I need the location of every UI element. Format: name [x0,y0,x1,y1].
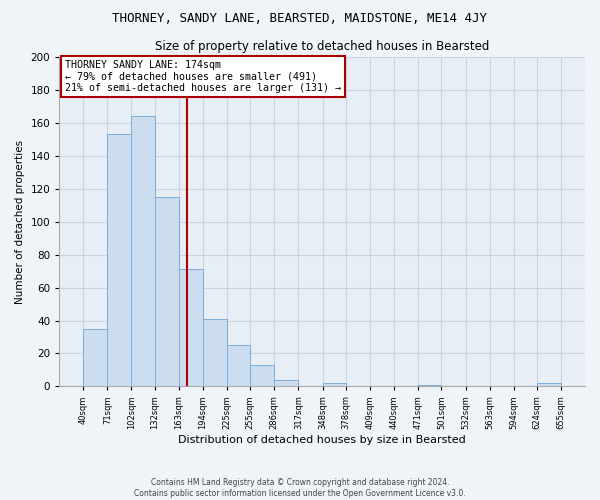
Text: Contains HM Land Registry data © Crown copyright and database right 2024.
Contai: Contains HM Land Registry data © Crown c… [134,478,466,498]
Bar [274,380,298,386]
Bar [131,116,155,386]
Bar [107,134,131,386]
Bar [537,383,561,386]
Text: THORNEY SANDY LANE: 174sqm
← 79% of detached houses are smaller (491)
21% of sem: THORNEY SANDY LANE: 174sqm ← 79% of deta… [65,60,341,94]
Bar [203,319,227,386]
Bar [83,329,107,386]
Bar [227,345,250,387]
Bar [155,197,179,386]
Y-axis label: Number of detached properties: Number of detached properties [15,140,25,304]
Text: THORNEY, SANDY LANE, BEARSTED, MAIDSTONE, ME14 4JY: THORNEY, SANDY LANE, BEARSTED, MAIDSTONE… [113,12,487,26]
X-axis label: Distribution of detached houses by size in Bearsted: Distribution of detached houses by size … [178,435,466,445]
Bar [250,365,274,386]
Bar [323,383,346,386]
Bar [179,270,203,386]
Title: Size of property relative to detached houses in Bearsted: Size of property relative to detached ho… [155,40,490,53]
Bar [418,385,442,386]
